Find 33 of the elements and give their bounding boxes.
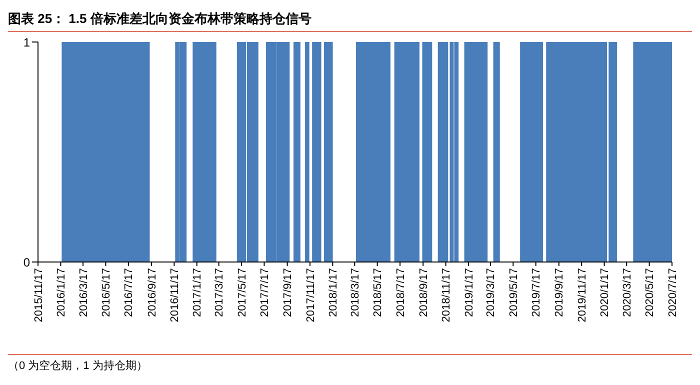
x-tick-label: 2018/1/17 — [327, 268, 340, 317]
y-tick-label: 0 — [23, 255, 30, 270]
x-tick-label: 2016/9/17 — [146, 268, 158, 317]
x-tick-label: 2019/1/17 — [463, 268, 476, 317]
x-tick-label: 2020/5/17 — [644, 268, 656, 317]
x-tick-label: 2016/3/17 — [78, 268, 90, 317]
x-tick-label: 2016/1/17 — [56, 268, 68, 317]
x-tick-label: 2019/7/17 — [530, 268, 543, 317]
y-tick-label: 1 — [23, 35, 30, 50]
x-tick-label: 2019/5/17 — [508, 268, 520, 317]
x-tick-label: 2019/3/17 — [485, 268, 498, 317]
x-tick-label: 2017/7/17 — [259, 268, 272, 317]
x-tick-label: 2020/1/17 — [599, 268, 612, 317]
x-tick-label: 2018/3/17 — [349, 268, 362, 317]
x-tick-label: 2016/5/17 — [100, 268, 113, 317]
x-tick-label: 2017/1/17 — [192, 268, 204, 317]
x-tick-label: 2018/5/17 — [372, 268, 384, 317]
x-tick-label: 2018/9/17 — [418, 268, 430, 317]
x-tick-label: 2015/11/17 — [32, 268, 45, 322]
x-tick-label: 2017/3/17 — [214, 268, 226, 317]
x-tick-label: 2019/11/17 — [576, 268, 588, 322]
x-tick-label: 2017/9/17 — [282, 268, 294, 317]
x-tick-label: 2018/11/17 — [440, 268, 453, 322]
x-tick-label: 2018/7/17 — [394, 268, 407, 317]
x-tick-label: 2020/7/17 — [666, 268, 679, 317]
x-tick-label: 2017/5/17 — [236, 268, 248, 317]
x-tick-label: 2019/9/17 — [554, 268, 566, 317]
x-tick-label: 2016/7/17 — [123, 268, 136, 317]
x-tick-label: 2017/11/17 — [304, 268, 317, 322]
text: （0 为空仓期，1 为持仓期） — [8, 360, 148, 372]
chart-title: 图表 25： 1.5 倍标准差北向资金布林带策略持仓信号 — [8, 8, 692, 32]
x-tick-label: 2020/3/17 — [621, 268, 634, 317]
x-tick-label: 2016/11/17 — [168, 268, 181, 322]
